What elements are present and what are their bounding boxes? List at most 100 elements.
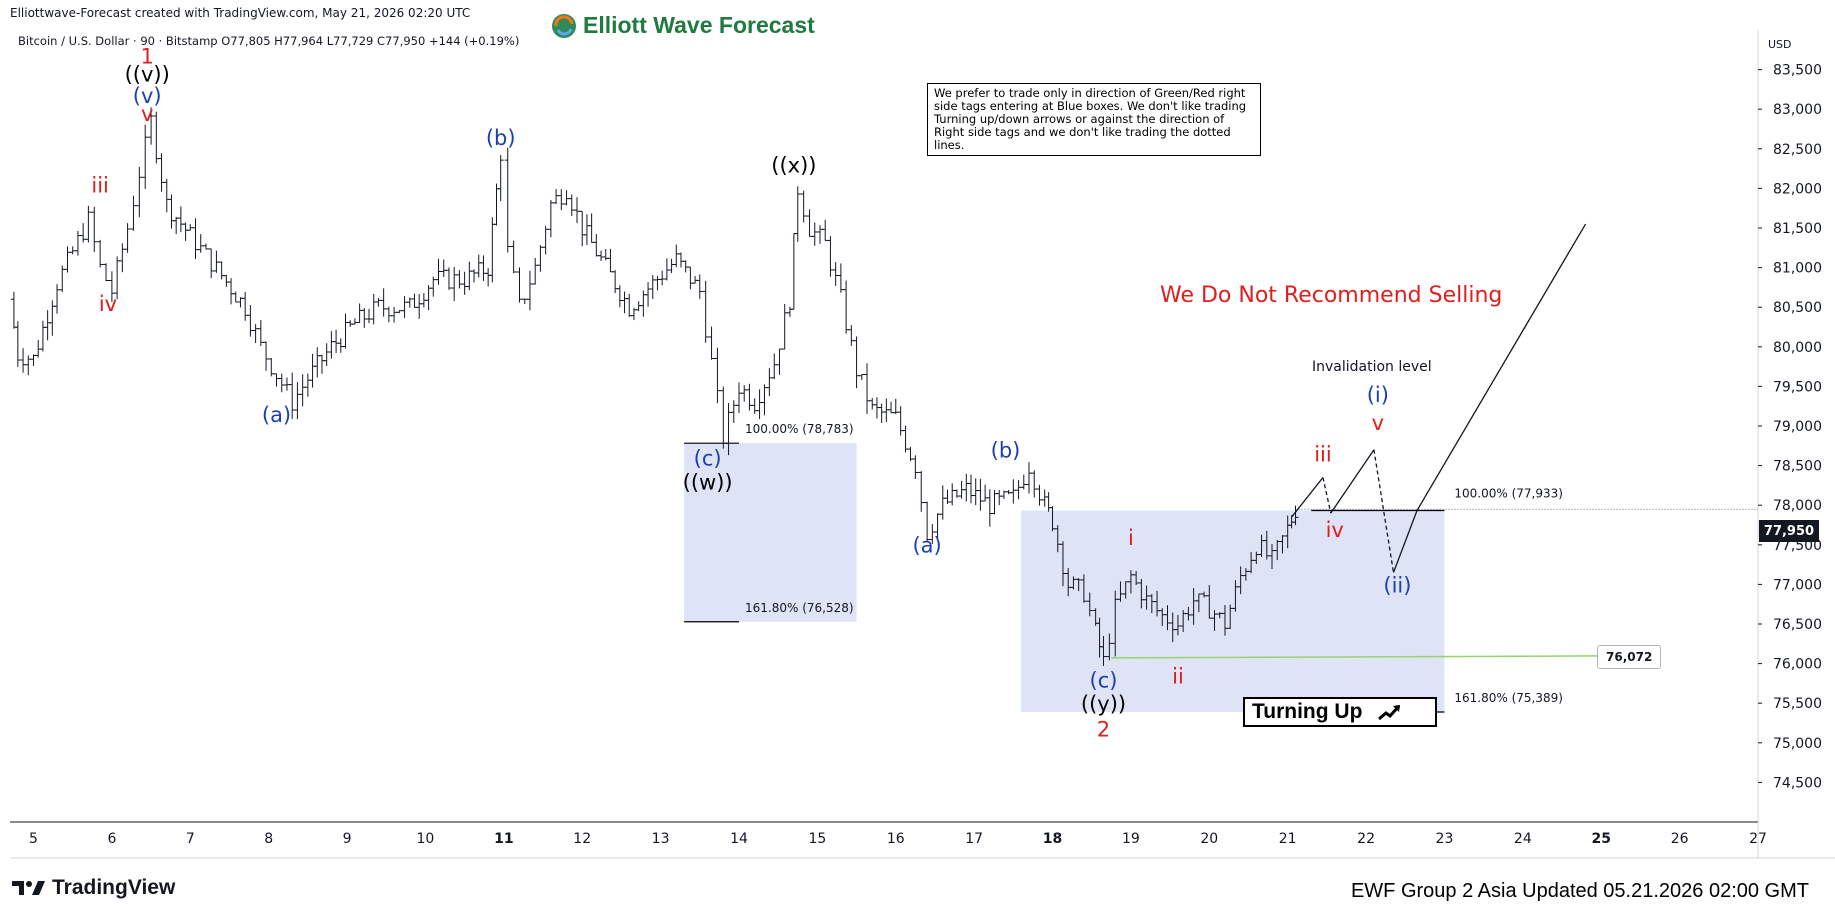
ohlc-bar [182, 222, 189, 241]
ohlc-bar [649, 275, 656, 299]
ohlc-bar [192, 218, 199, 260]
ohlc-bar [466, 261, 473, 291]
ohlc-bar [563, 190, 570, 206]
ohlc-bar [247, 305, 254, 337]
ohlc-bar [1080, 574, 1087, 603]
ohlc-bar [848, 325, 855, 346]
fib-label-box2-bottom: 161.80% (75,389) [1454, 691, 1563, 705]
ohlc-bar [869, 397, 876, 410]
ohlc-bar [766, 368, 773, 397]
ohlc-bar [811, 222, 818, 246]
x-tick-label-16: 16 [887, 831, 905, 847]
ohlc-bar [761, 384, 768, 416]
y-tick-label-81500: 81,500 [1773, 221, 1822, 237]
ohlc-bar [1020, 474, 1027, 490]
ohlc-bar [1086, 592, 1093, 617]
wave-label-6: iv [99, 292, 117, 316]
creator-caption: Elliottwave-Forecast created with Tradin… [10, 6, 471, 20]
projection-segment-3 [1330, 449, 1375, 514]
ohlc-bar [794, 186, 801, 242]
ohlc-bar [781, 303, 788, 350]
ohlc-bar [485, 268, 492, 287]
ohlc-bar [187, 224, 194, 231]
wave-label-7: (a) [262, 403, 291, 427]
ohlc-bar [714, 347, 721, 404]
y-tick-label-81000: 81,000 [1773, 261, 1822, 277]
ohlc-bar [521, 298, 528, 305]
ohlc-bar [853, 336, 860, 389]
ohlc-bar [309, 353, 316, 388]
ohlc-bar [39, 320, 46, 352]
ohlc-bar [283, 377, 290, 391]
ohlc-bar [54, 284, 61, 314]
ohlc-bar [480, 255, 487, 281]
ohlc-bar [202, 243, 209, 250]
ohlc-bar [843, 280, 850, 334]
ohlc-bar [177, 206, 184, 233]
ohlc-bar [64, 246, 71, 273]
ohlc-bar [822, 219, 829, 241]
x-tick-label-27: 27 [1749, 831, 1767, 847]
ohlc-bar [14, 321, 21, 367]
ohlc-bar [218, 261, 225, 280]
currency-label: USD [1768, 38, 1792, 51]
wave-label-9: (c) [694, 447, 722, 471]
arrow-up-right-icon [1378, 704, 1401, 721]
tradingview-text: TradingView [52, 876, 176, 899]
ohlc-bar [347, 320, 354, 327]
x-tick-label-18: 18 [1043, 831, 1062, 847]
ohlc-bar [996, 489, 1003, 506]
y-tick-label-83500: 83,500 [1773, 63, 1822, 79]
ohlc-bar [612, 270, 619, 294]
ohlc-bar [493, 183, 500, 226]
ohlc-bar [1100, 636, 1107, 666]
ohlc-bar [351, 318, 358, 325]
wave-label-16: 2 [1097, 717, 1110, 741]
ohlc-bar [103, 263, 110, 282]
wave-label-13: (b) [991, 439, 1021, 463]
ohlc-bar [645, 282, 652, 307]
ohlc-bar [314, 347, 321, 378]
x-tick-label-14: 14 [730, 831, 748, 847]
wave-label-17: i [1128, 526, 1134, 550]
current-price-tag: 77,950 [1759, 520, 1819, 542]
ohlc-bar [696, 274, 703, 299]
x-tick-label-9: 9 [343, 831, 352, 847]
ohlc-bar [832, 262, 839, 286]
blue-box-2 [1021, 510, 1445, 712]
wave-label-14: (c) [1090, 668, 1118, 692]
ohlc-bar [119, 243, 126, 273]
ohlc-bar [391, 306, 398, 323]
ohlc-bar [142, 124, 149, 189]
ohlc-bar [173, 216, 180, 235]
ohlc-bar [532, 257, 539, 285]
ohlc-bar [939, 485, 946, 520]
y-tick-label-80500: 80,500 [1773, 300, 1822, 316]
y-tick-label-79000: 79,000 [1773, 419, 1822, 435]
ohlc-bar [445, 267, 452, 290]
ohlc-bar [902, 425, 909, 453]
ohlc-bar [299, 374, 306, 407]
recommendation-text: We Do Not Recommend Selling [1160, 283, 1503, 308]
y-tick-label-83000: 83,000 [1773, 102, 1822, 118]
ohlc-bar [537, 245, 544, 272]
trading-note: We prefer to trade only in direction of … [927, 83, 1261, 156]
ohlc-bar [668, 258, 675, 274]
ohlc-bar [268, 358, 275, 377]
ohlc-bar [30, 354, 37, 366]
ohlc-bar [677, 252, 684, 268]
ohlc-bar [163, 178, 170, 213]
ohlc-bar [687, 266, 694, 290]
brand-logo: Elliott Wave Forecast [551, 12, 815, 39]
ohlc-bar [213, 250, 220, 273]
ohlc-bar [318, 354, 325, 374]
x-tick-label-10: 10 [417, 831, 435, 847]
ohlc-bar [516, 267, 523, 303]
ohlc-bar [982, 484, 989, 502]
ohlc-bar [20, 348, 27, 373]
wave-label-8: (b) [486, 126, 516, 150]
x-tick-label-26: 26 [1671, 831, 1689, 847]
ohlc-bar [425, 285, 432, 311]
wave-label-22: v [1372, 411, 1384, 435]
